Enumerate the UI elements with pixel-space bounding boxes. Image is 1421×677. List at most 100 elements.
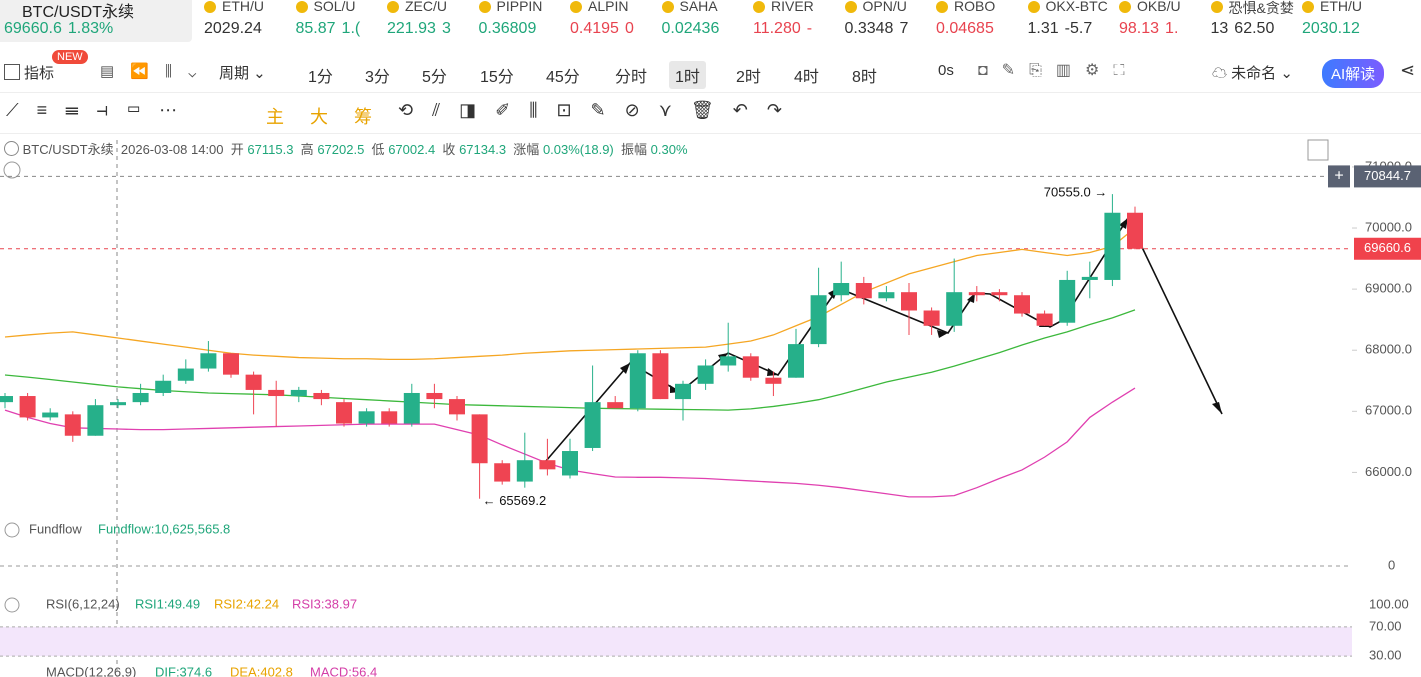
- interval-btn[interactable]: 2时: [736, 69, 761, 86]
- value: 0.03%(18.9): [542, 142, 614, 157]
- ticker-symbol: SOL/U: [313, 0, 356, 14]
- y-tick-label: 69000.0: [1365, 281, 1412, 296]
- drawn-arrows: [539, 216, 1223, 469]
- candle-body: [381, 411, 398, 424]
- ticker-item[interactable]: SAHA 0.02436: [658, 0, 748, 42]
- ticker-item[interactable]: OKX-BTC 1.31 -5.7: [1024, 0, 1114, 42]
- ticker-item[interactable]: ROBO 0.04685: [932, 0, 1022, 42]
- ticker-item[interactable]: ZEC/U 221.93 3: [383, 0, 473, 42]
- ticker-symbol: BTC/USDT永续: [22, 4, 135, 21]
- ticker-icon: [753, 1, 765, 13]
- candle-body: [765, 377, 782, 384]
- candle-body: [64, 414, 81, 436]
- ticker-symbol: OPN/U: [862, 0, 907, 14]
- price: 0.4195: [570, 20, 619, 37]
- interval-btn[interactable]: 15分: [480, 69, 514, 86]
- candle-body: [177, 368, 194, 381]
- interval-btn[interactable]: 8时: [852, 69, 877, 86]
- candle-body: [562, 451, 578, 476]
- ticker-item[interactable]: ALPIN 0.4195 0: [566, 0, 656, 42]
- candle-body: [449, 399, 465, 415]
- interval-btn[interactable]: 分时: [615, 69, 648, 86]
- price: 98.13: [1119, 20, 1160, 37]
- candle-body: [223, 353, 239, 375]
- rsi2: RSI2:42.24: [214, 596, 279, 611]
- ticker-item[interactable]: ETH/U 2029.24: [200, 0, 290, 42]
- candle-body: [584, 402, 601, 448]
- label: 涨幅: [513, 142, 540, 157]
- interval-btn[interactable]: 4时: [794, 69, 819, 86]
- last-price-bg: [1354, 237, 1421, 260]
- ticker-price: 0.3348 7: [845, 20, 909, 38]
- interval-btn[interactable]: 5分: [422, 69, 447, 86]
- rsi-name: RSI(6,12,24): [46, 596, 120, 611]
- ai-btn[interactable]: AI解读: [1322, 59, 1385, 88]
- candle-body: [494, 463, 511, 482]
- candle-body: [42, 412, 59, 418]
- candle-body: [810, 295, 827, 345]
- ticker-price: 69660.6 1.83%: [4, 20, 113, 38]
- ticker-icon: [661, 1, 674, 13]
- y-tick-label: 67000.0: [1365, 403, 1412, 418]
- tool-btn[interactable]: 大: [310, 107, 328, 127]
- band-line: [4, 387, 1136, 498]
- ticker-symbol: SAHA: [679, 0, 718, 14]
- crosshair-price: 70844.7: [1364, 168, 1411, 183]
- candle-body: [426, 392, 443, 400]
- candle-body: [516, 460, 533, 482]
- ticker-symbol: ETH/U: [222, 0, 264, 14]
- label: 高: [300, 142, 314, 157]
- value: 0.30%: [650, 142, 688, 157]
- ticker-icon: [478, 1, 491, 13]
- candle-body: [110, 402, 126, 406]
- period-btn[interactable]: 周期 ⌄: [219, 65, 266, 82]
- crosshair-plus: +: [1334, 168, 1343, 185]
- price: 0.36809: [478, 20, 537, 37]
- candle-body: [788, 344, 804, 378]
- ticker-symbol: ROBO: [954, 0, 996, 14]
- ticker-icon: [844, 1, 857, 13]
- ticker-item[interactable]: OKB/U 98.13 1.: [1115, 0, 1205, 42]
- interval-btn[interactable]: 3分: [365, 69, 390, 86]
- share-icon[interactable]: ⋖: [1400, 60, 1416, 80]
- label: 低: [371, 142, 385, 157]
- ticker-symbol: 恐惧&贪婪: [1228, 0, 1294, 16]
- y-tick-label: 30.00: [1369, 648, 1402, 663]
- ticker-icon: [387, 1, 399, 13]
- macd-value: MACD:56.4: [310, 664, 377, 677]
- ticker-item[interactable]: RIVER 11.280-: [749, 0, 839, 42]
- tool-btn[interactable]: 筹: [354, 107, 372, 127]
- ticker-item[interactable]: PIPPIN 0.36809: [475, 0, 565, 42]
- candle-body: [901, 292, 917, 311]
- collapse-icon: [4, 522, 20, 538]
- ticker-price: 0.04685: [936, 20, 994, 38]
- ticker-item[interactable]: BTC/USDT永续 69660.6 1.83%: [0, 0, 192, 42]
- ticker-symbol: ZEC/U: [405, 0, 447, 14]
- ticker-item[interactable]: OPN/U 0.3348 7: [841, 0, 931, 42]
- ticker-price: 2030.12: [1302, 20, 1360, 38]
- candle-body: [675, 383, 691, 400]
- price: 221.93: [387, 20, 436, 37]
- indicator-btn[interactable]: 指标: [4, 62, 54, 83]
- ticker-item[interactable]: SOL/U 85.87 1.(: [292, 0, 382, 42]
- expand-icon: [1307, 139, 1329, 161]
- candle-body: [1104, 212, 1121, 280]
- chart-icons: ▤ ⏪ ⫼ ⌄: [100, 63, 203, 80]
- y-tick-label: 100.00: [1369, 596, 1409, 611]
- tool-btn[interactable]: 主: [266, 107, 284, 127]
- layout-btn[interactable]: ☁ 未命名 ⌄: [1212, 65, 1293, 82]
- ticker-price: 85.87 1.(: [296, 20, 361, 38]
- interval-btn[interactable]: 1分: [308, 69, 333, 86]
- y-tick-label: 70000.0: [1365, 219, 1412, 234]
- candle-body: [471, 414, 488, 464]
- ticker-item[interactable]: ETH/U 2030.12: [1298, 0, 1388, 42]
- price: 0.04685: [936, 20, 994, 37]
- candle-body: [87, 405, 104, 436]
- ticker-price: 2029.24: [204, 20, 262, 38]
- interval-btn[interactable]: 1时: [669, 61, 706, 89]
- interval-btn[interactable]: 45分: [546, 69, 580, 86]
- price: 2030.12: [1302, 20, 1360, 37]
- candle-body: [1014, 295, 1030, 314]
- ticker-item[interactable]: 恐惧&贪婪 13 62.50: [1207, 0, 1297, 42]
- ticker-icon: [1302, 1, 1314, 13]
